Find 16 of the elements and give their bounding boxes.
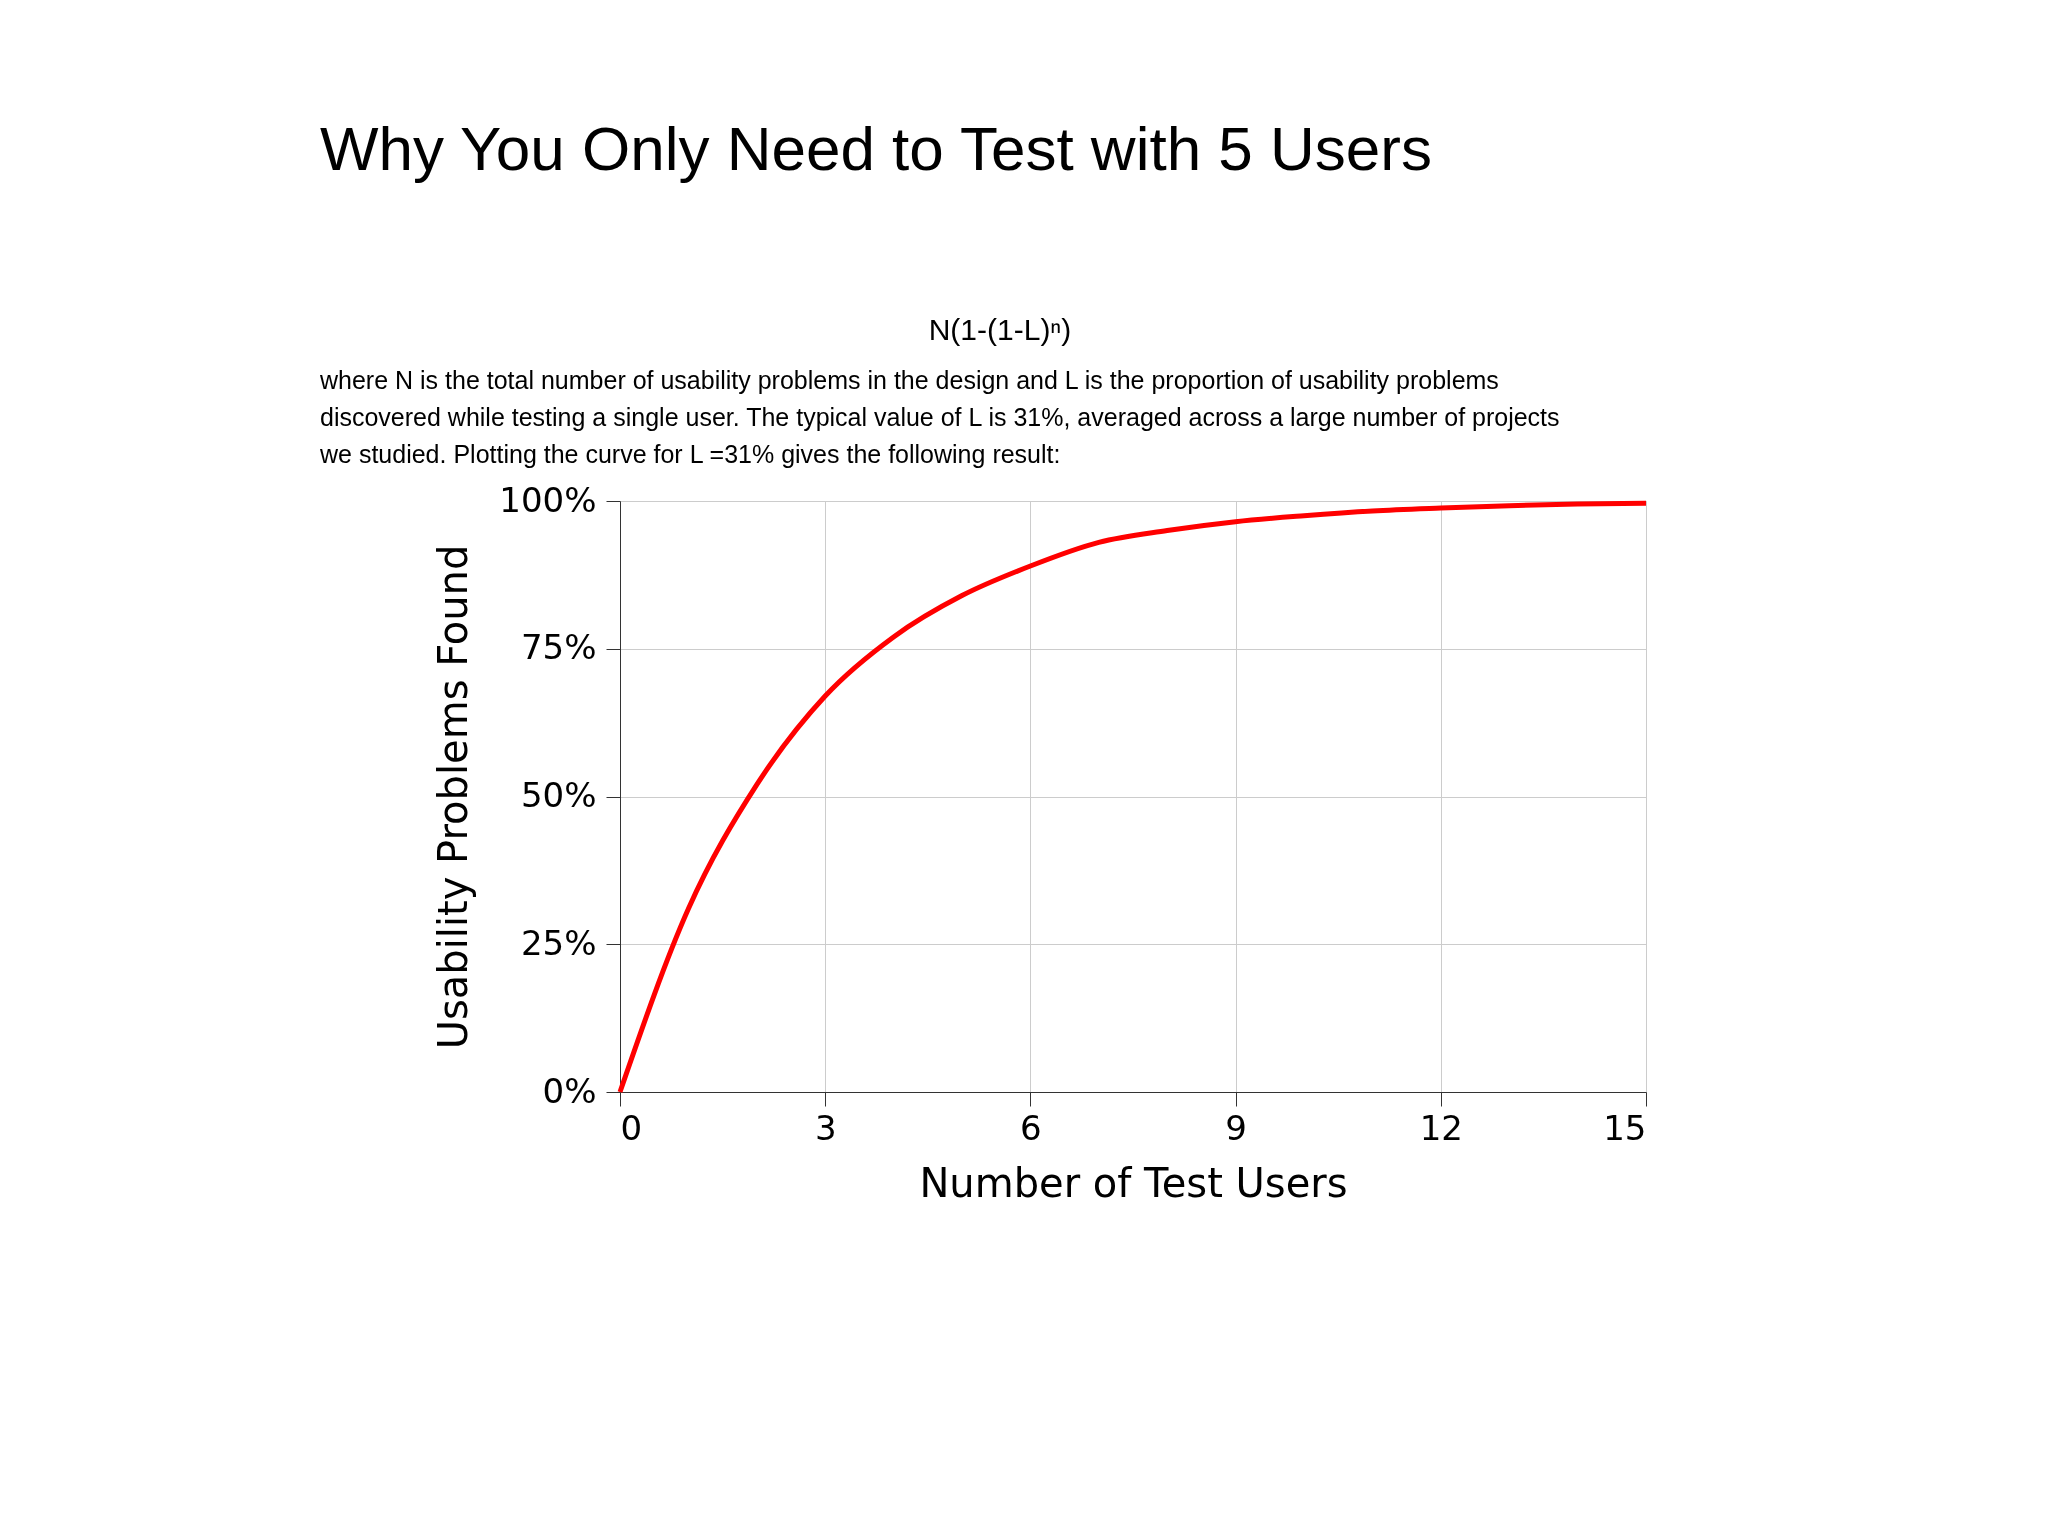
x-tick-label: 3 xyxy=(814,1107,837,1148)
chart-subtitle: N(1-(1-L)ⁿ) xyxy=(928,313,1072,346)
y-tick-label: 100% xyxy=(499,479,597,520)
chart-title: Why You Only Need to Test with 5 Users xyxy=(320,114,1432,183)
x-tick-label: 12 xyxy=(1419,1107,1463,1148)
y-tick-label: 75% xyxy=(520,627,597,668)
x-axis-title: Number of Test Users xyxy=(919,1159,1348,1206)
y-tick-label: 0% xyxy=(542,1070,597,1111)
y-tick-label: 25% xyxy=(520,922,597,963)
y-tick-label: 50% xyxy=(520,775,597,815)
x-tick-label: 15 xyxy=(1603,1107,1647,1148)
x-tick-label: 0 xyxy=(620,1107,643,1148)
x-tick-label: 6 xyxy=(1020,1107,1042,1148)
x-tick-label: 9 xyxy=(1225,1107,1247,1148)
y-axis-title: Usability Problems Found xyxy=(430,544,477,1050)
text: where N is the total number of usability problems in the design and L is the proportion of usability problems discovered while testing a single user. The typical value of L is 31%, averaged across a large number of projects we studied. Plotting the curve for L =31% gives the following result: xyxy=(319,366,1560,468)
